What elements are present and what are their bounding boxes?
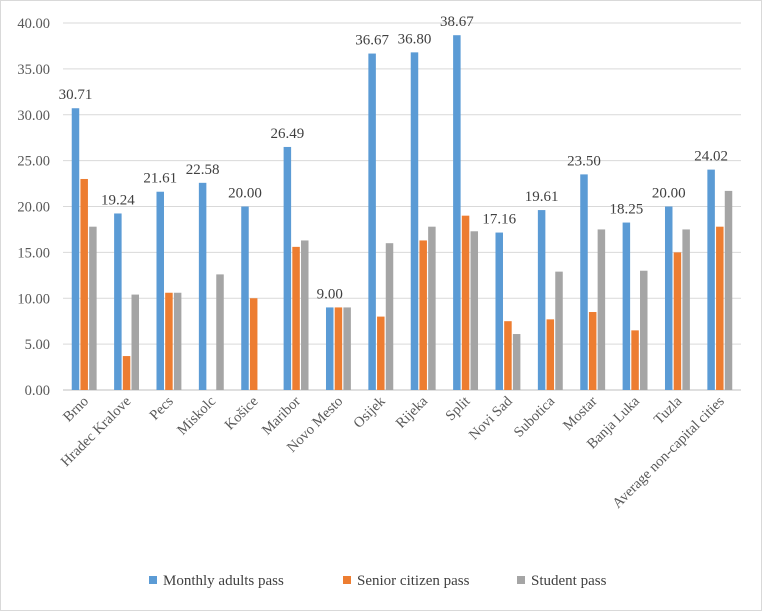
bar-monthly-adults — [453, 35, 461, 390]
legend-swatch — [149, 576, 157, 584]
bar-monthly-adults — [71, 108, 80, 390]
bar-senior-citizen — [122, 356, 131, 390]
y-tick-label: 0.00 — [25, 383, 50, 399]
y-tick-label: 15.00 — [17, 245, 50, 261]
data-label: 19.24 — [101, 192, 135, 208]
y-axis-ticks: 0.00 5.00 10.00 15.00 20.00 25.00 30.00 35.00 40… — [17, 16, 50, 399]
bar-student — [301, 240, 309, 390]
data-label: 9.00 — [317, 286, 343, 302]
bar-senior-citizen — [461, 215, 470, 390]
data-label: 18.25 — [609, 202, 643, 218]
bar-student — [89, 226, 97, 390]
x-tick-label: Mostar — [560, 393, 600, 433]
bar-student — [597, 229, 606, 390]
bar-monthly-adults — [622, 222, 631, 390]
data-label: 30.71 — [59, 87, 93, 103]
bar-senior-citizen — [377, 316, 385, 390]
data-label: 38.67 — [440, 14, 474, 30]
legend-label: Student pass — [531, 573, 607, 589]
data-label: 26.49 — [270, 126, 304, 142]
legend-label: Monthly adults pass — [163, 573, 284, 589]
bar-student — [512, 334, 521, 390]
bar-monthly-adults — [198, 182, 207, 390]
bar-monthly-adults — [537, 210, 546, 390]
x-tick-label: Tuzla — [651, 393, 686, 428]
bar-student — [724, 190, 733, 390]
bar-monthly-adults — [664, 206, 673, 390]
bar-senior-citizen — [673, 252, 682, 390]
bar-senior-citizen — [249, 298, 258, 390]
x-tick-label: Osijek — [351, 393, 390, 432]
bar-student — [555, 271, 563, 390]
y-tick-label: 30.00 — [17, 108, 50, 124]
bar-monthly-adults — [325, 307, 334, 390]
legend-swatch — [343, 576, 351, 584]
bar-senior-citizen — [631, 330, 639, 390]
bar-senior-citizen — [504, 321, 512, 390]
x-tick-label: Novi Sad — [466, 393, 516, 443]
x-tick-label: Brno — [60, 394, 92, 426]
bar-student — [385, 243, 394, 390]
data-label: 19.61 — [525, 189, 559, 205]
data-label: 36.80 — [398, 31, 432, 47]
bar-student — [470, 231, 479, 390]
data-label: 23.50 — [567, 153, 601, 169]
x-tick-label: Pecs — [147, 393, 177, 423]
y-tick-label: 35.00 — [17, 62, 50, 78]
bar-monthly-adults — [495, 232, 503, 390]
bar-monthly-adults — [283, 146, 292, 390]
bar-monthly-adults — [114, 213, 122, 390]
y-tick-label: 40.00 — [17, 16, 50, 32]
data-labels: 30.71 19.24 21.61 22.58 20.00 26.49 9.00 36.67 3… — [59, 14, 728, 302]
y-tick-label: 25.00 — [17, 154, 50, 170]
bar-senior-citizen — [334, 307, 343, 390]
bar-student — [682, 229, 690, 390]
x-tick-label: Rijeka — [393, 393, 431, 431]
data-label: 20.00 — [652, 186, 686, 202]
bar-senior-citizen — [419, 240, 427, 390]
x-tick-label: Košice — [222, 394, 262, 434]
y-tick-label: 5.00 — [25, 337, 50, 353]
legend-label: Senior citizen pass — [357, 573, 470, 589]
bar-monthly-adults — [156, 191, 164, 390]
bars — [71, 35, 733, 391]
bar-student — [428, 226, 436, 390]
bar-senior-citizen — [80, 178, 88, 390]
data-label: 24.02 — [694, 149, 728, 165]
data-label: 20.00 — [228, 186, 262, 202]
bar-senior-citizen — [546, 319, 555, 390]
x-tick-label: Miskolc — [174, 394, 219, 439]
bar-monthly-adults — [580, 174, 588, 390]
bar-student — [131, 294, 140, 390]
bar-monthly-adults — [241, 206, 249, 390]
y-tick-label: 20.00 — [17, 200, 50, 216]
bar-student — [640, 270, 648, 390]
legend-swatch — [517, 576, 525, 584]
bar-student — [173, 292, 182, 390]
bar-senior-citizen — [588, 312, 597, 390]
bar-monthly-adults — [707, 169, 715, 390]
y-tick-label: 10.00 — [17, 291, 50, 307]
bar-senior-citizen — [165, 292, 173, 390]
bar-student — [343, 307, 351, 390]
x-tick-label: Split — [443, 394, 474, 425]
data-label: 22.58 — [186, 162, 220, 178]
data-label: 17.16 — [482, 212, 516, 228]
bar-senior-citizen — [292, 246, 300, 390]
bar-senior-citizen — [716, 226, 724, 390]
bar-monthly-adults — [368, 53, 376, 391]
bar-monthly-adults — [410, 52, 419, 391]
data-label: 36.67 — [355, 33, 389, 49]
bar-student — [216, 274, 224, 390]
x-tick-label: Subotica — [511, 393, 559, 441]
legend: Monthly adults pass Senior citizen pass St… — [149, 573, 607, 589]
data-label: 21.61 — [143, 171, 177, 187]
